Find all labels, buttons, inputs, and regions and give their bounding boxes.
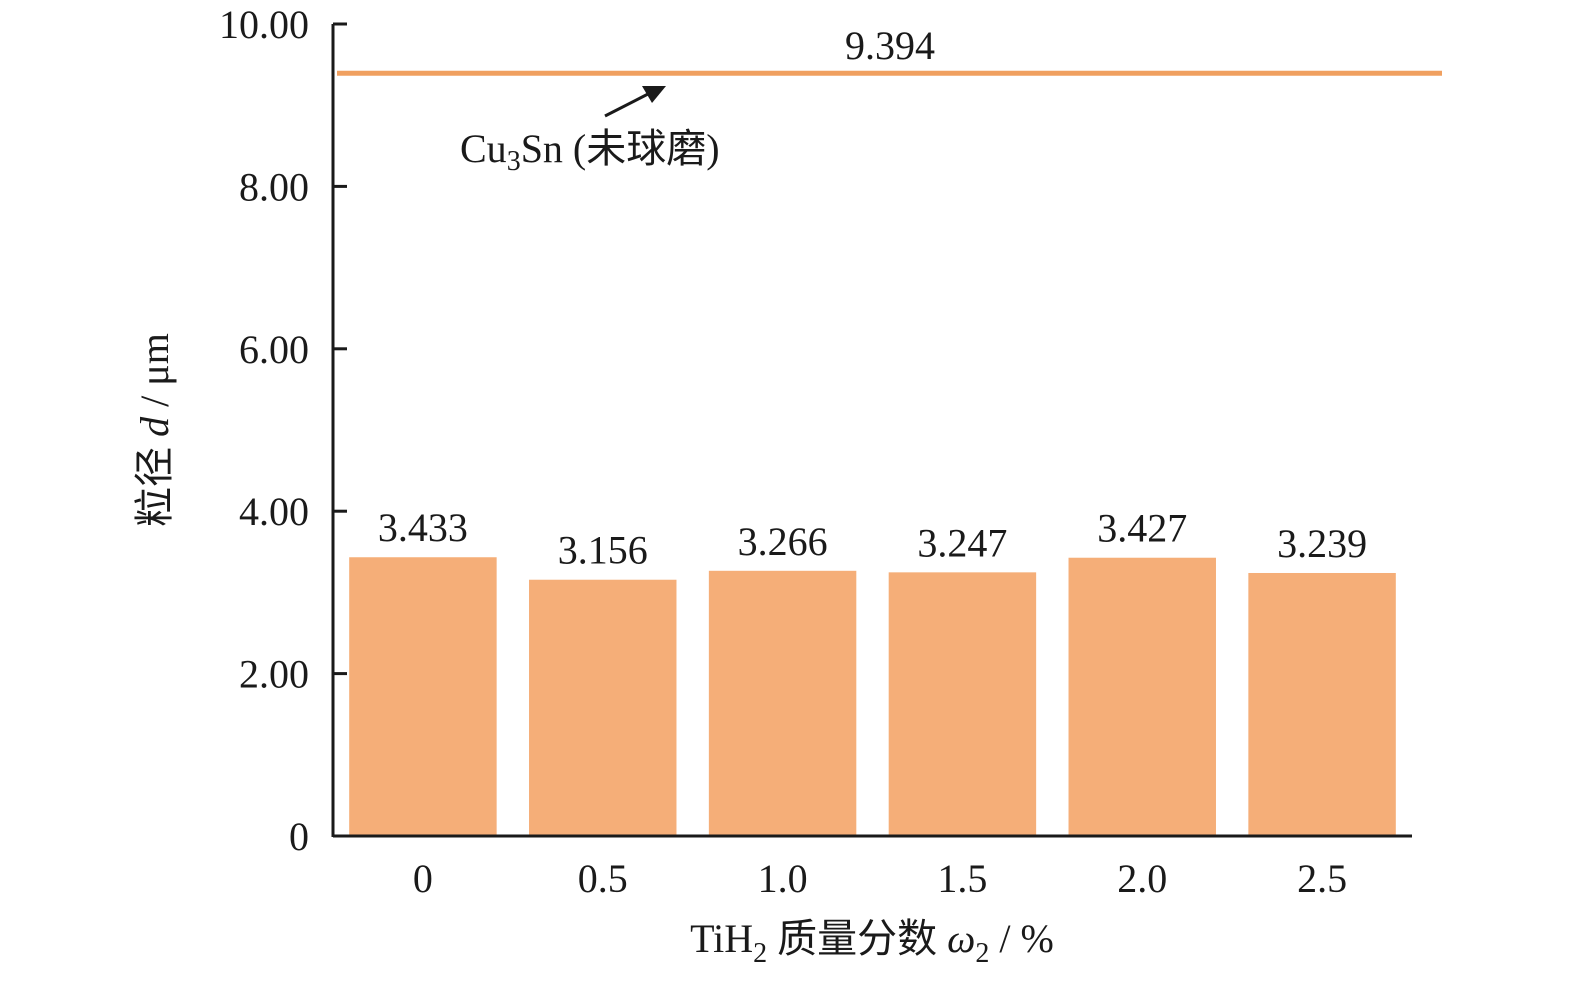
reference-line-value-label: 9.394 <box>845 23 935 68</box>
data-labels-group: 3.433 3.156 3.266 3.247 3.427 3.239 <box>378 505 1367 572</box>
data-label-0: 3.433 <box>378 505 468 550</box>
data-label-2.5: 3.239 <box>1277 521 1367 566</box>
y-tick-label: 8.00 <box>239 164 309 209</box>
bar-1.0 <box>708 570 857 836</box>
data-label-1.5: 3.247 <box>917 520 1007 565</box>
x-tick-label-1.0: 1.0 <box>758 856 808 901</box>
x-axis-title: TiH2 质量分数 ω2 / % <box>690 916 1054 969</box>
data-label-1.0: 3.266 <box>738 519 828 564</box>
y-tick-label: 6.00 <box>239 327 309 372</box>
bars-group <box>349 557 1396 836</box>
data-label-2.0: 3.427 <box>1097 506 1187 551</box>
bar-2.5 <box>1248 572 1396 836</box>
y-tick-label: 0 <box>289 814 309 859</box>
x-ticks-group: 0 0.5 1.0 1.5 2.0 2.5 <box>413 856 1347 901</box>
bar-2.0 <box>1068 557 1216 836</box>
y-tick-label: 10.00 <box>219 2 309 47</box>
bar-0.5 <box>529 579 677 836</box>
x-tick-label-2.5: 2.5 <box>1297 856 1347 901</box>
x-tick-label-0: 0 <box>413 856 433 901</box>
data-label-0.5: 3.156 <box>558 528 648 573</box>
y-ticks-group: 0 2.00 4.00 6.00 8.00 10.00 <box>219 2 347 859</box>
bar-1.5 <box>888 572 1037 836</box>
reference-line-annotation: Cu3Sn (未球磨) <box>460 126 720 177</box>
y-tick-label: 2.00 <box>239 652 309 697</box>
bar-0 <box>349 557 497 836</box>
y-axis-title: 粒径 d / μm <box>132 333 177 527</box>
x-tick-label-0.5: 0.5 <box>578 856 628 901</box>
x-tick-label-1.5: 1.5 <box>937 856 987 901</box>
annotation-arrow <box>604 86 666 118</box>
x-tick-label-2.0: 2.0 <box>1117 856 1167 901</box>
y-tick-label: 4.00 <box>239 489 309 534</box>
